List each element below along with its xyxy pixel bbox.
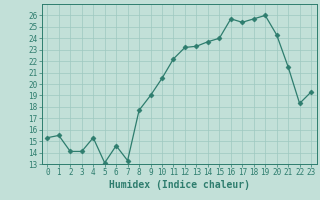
X-axis label: Humidex (Indice chaleur): Humidex (Indice chaleur) [109, 180, 250, 190]
